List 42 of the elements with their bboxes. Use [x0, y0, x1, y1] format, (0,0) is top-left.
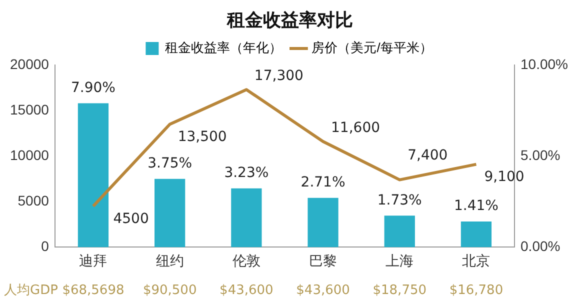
x-tick-label: 北京 [462, 252, 490, 268]
legend-label: 租金收益率（年化） [165, 40, 282, 56]
data-label: 7.90% [70, 80, 116, 96]
data-label: 2.71% [300, 174, 346, 190]
text: $43,600 [296, 283, 350, 298]
bar [154, 178, 186, 248]
y-tick-label: 20000 [10, 56, 50, 72]
text: $90,500 [142, 283, 197, 298]
bar [460, 222, 492, 248]
data-label: 1.73% [377, 192, 422, 208]
data-label: 9,100 [484, 168, 524, 185]
text: 人均GDP [4, 283, 58, 298]
x-tick-label: 上海 [386, 252, 414, 268]
chart-title: 租金收益率对比 [226, 9, 354, 32]
bar [231, 188, 262, 248]
text: $16,780 [449, 283, 504, 298]
y-tick-label: 0 [41, 238, 50, 254]
bar [308, 198, 338, 248]
data-label: 11,600 [331, 120, 380, 136]
legend-label: 房价（美元/每平米） [312, 40, 432, 56]
y2-tick-label: 10.00% [520, 56, 568, 72]
x-tick-label: 伦敦 [232, 252, 260, 268]
text: $68,5698 [62, 283, 124, 298]
text: $43,600 [220, 283, 274, 298]
y2-tick-label: 0.00% [520, 238, 560, 254]
data-label: 7,400 [408, 147, 448, 164]
bar [384, 216, 415, 248]
x-tick-label: 纽约 [156, 252, 184, 268]
x-tick-label: 巴黎 [309, 252, 338, 268]
text: $18,750 [372, 283, 427, 298]
data-label: 13,500 [178, 128, 227, 145]
y-tick-label: 5000 [18, 192, 50, 209]
data-label: 4500 [113, 210, 149, 227]
bar [78, 103, 109, 248]
y-tick-label: 15000 [10, 101, 50, 118]
y-tick-label: 10000 [10, 146, 50, 163]
y2-tick-label: 5.00% [520, 146, 560, 163]
data-label: 3.23% [224, 164, 269, 181]
data-label: 3.75% [148, 156, 192, 172]
x-tick-label: 迪拜 [79, 252, 108, 268]
data-label: 17,300 [254, 68, 304, 84]
data-label: 1.41% [454, 198, 498, 214]
